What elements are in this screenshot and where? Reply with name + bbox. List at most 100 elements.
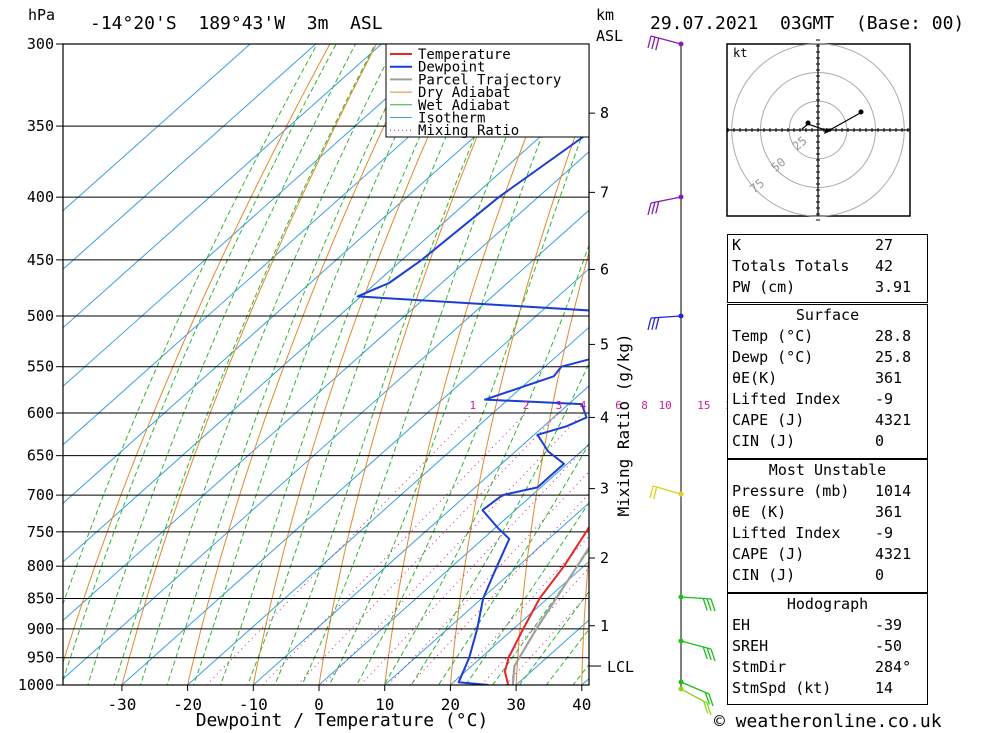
general-index-label: PW (cm) [732, 278, 796, 296]
mixing-ratio-label: 15 [697, 399, 710, 412]
dewpoint-line [356, 131, 589, 685]
isotherm-line [63, 209, 589, 680]
hodograph-point [858, 109, 864, 115]
most-unstable-index-label: CAPE (J) [732, 545, 805, 563]
wet-adiabat-line [63, 44, 337, 683]
surface-index-value: 28.8 [875, 327, 912, 345]
wind-barb-flag [651, 36, 656, 50]
isotherm-line [449, 560, 589, 685]
surface-index-label: CAPE (J) [732, 411, 805, 429]
wet-adiabat-line [410, 362, 589, 685]
km-unit: km [596, 6, 614, 24]
wind-barb-flag [702, 646, 708, 660]
wet-adiabat-line [63, 44, 318, 606]
wind-barb-flag [702, 598, 708, 611]
most-unstable-index-label: CIN (J) [732, 566, 796, 584]
mixing-ratio-line [262, 412, 527, 685]
hodograph-index-value: 284° [875, 658, 912, 676]
parcel-trajectory-line [511, 545, 589, 685]
x-axis-label: Dewpoint / Temperature (°C) [196, 710, 489, 731]
wind-barb-flag [655, 201, 660, 214]
dry-adiabat-line [252, 44, 471, 685]
most-unstable-index-value: -9 [875, 524, 894, 542]
surface-index-label: Dewp (°C) [732, 348, 814, 366]
most-unstable-index-row: CIN (J) 0 [728, 565, 927, 586]
surface-index-label: Temp (°C) [732, 327, 814, 345]
wind-barb-flag [706, 647, 712, 661]
temp-tick-label: -30 [107, 695, 136, 714]
surface-index-row: Dewp (°C) 25.8 [728, 347, 927, 368]
mixing-ratio-line [322, 412, 584, 685]
dry-adiabat-line [948, 7, 989, 711]
surface-index-value: 25.8 [875, 348, 912, 366]
most-unstable-index-value: 1014 [875, 482, 912, 500]
mixing-ratio-label: 4 [580, 399, 587, 412]
wind-barb-flag [647, 35, 652, 49]
pressure-tick-label: 400 [27, 188, 54, 206]
most-unstable-title: Most Unstable [768, 461, 887, 479]
hpa-unit: hPa [28, 6, 55, 24]
mixing-ratio-line [297, 412, 560, 685]
pressure-tick-label: 700 [27, 486, 54, 504]
temp-tick-label: 40 [572, 695, 591, 714]
pressure-tick-label: 1000 [18, 676, 54, 694]
isotherm-line [318, 443, 589, 685]
footer-credit: © weatheronline.co.uk [714, 711, 942, 732]
general-index-label: Totals Totals [732, 257, 850, 275]
most-unstable-table: Most Unstable Pressure (mb) 1014 θE (K) 361… [728, 460, 927, 586]
surface-index-row: θE(K) 361 [728, 368, 927, 389]
hodograph-index-row: SREH -50 [728, 636, 927, 657]
hodograph-index-label: SREH [732, 637, 769, 655]
hodograph-index-value: -50 [875, 637, 903, 655]
most-unstable-index-row: Pressure (mb) 1014 [728, 481, 927, 502]
dry-adiabat-line [515, 250, 589, 685]
wet-adiabat-line [356, 115, 589, 685]
wet-adiabat-line [193, 44, 440, 685]
wind-barb-flag [653, 486, 658, 500]
hodograph-unit-label: kt [733, 46, 747, 60]
mixing-ratio-line [360, 443, 589, 685]
hodograph-index-value: 14 [875, 679, 894, 697]
legend-entry: Wet Adiabat [418, 98, 511, 114]
pressure-tick-label: 550 [27, 358, 54, 376]
wind-barb-staff [680, 640, 712, 650]
storm-motion-marker [824, 128, 833, 134]
surface-index-row: CAPE (J) 4321 [728, 410, 927, 431]
legend-entry: Dry Adiabat [418, 85, 511, 101]
general-index-value: 3.91 [875, 278, 912, 296]
datetime-title: 29.07.2021 03GMT (Base: 00) [650, 13, 964, 34]
pressure-tick-label: 300 [27, 35, 54, 53]
hodograph-index-row: EH -39 [728, 615, 927, 636]
wet-adiabat-line [301, 44, 546, 685]
surface-table: Surface Temp (°C) 28.8 Dewp (°C) 25.8 θE(K) 3… [728, 305, 927, 452]
pressure-tick-label: 350 [27, 117, 54, 135]
temp-tick-label: -10 [239, 695, 268, 714]
wind-barb-flag [649, 485, 654, 499]
wind-barb-flag [703, 700, 709, 714]
hodograph-index-row: StmSpd (kt) 14 [728, 678, 927, 699]
lcl-label: LCL [607, 658, 634, 676]
most-unstable-index-value: 361 [875, 503, 903, 521]
wind-barb-flag [655, 37, 660, 51]
isotherm-line [63, 44, 317, 270]
temperature-line [503, 525, 589, 685]
legend-entry: Dewpoint [418, 60, 485, 76]
most-unstable-index-row: Lifted Index -9 [728, 523, 927, 544]
wind-barb-staff [680, 681, 710, 695]
location-title: -14°20'S 189°43'W 3m ASL [90, 13, 383, 34]
wet-adiabat-line [166, 44, 418, 685]
wind-barb-staff [680, 596, 712, 600]
hodograph-index-label: StmSpd (kt) [732, 679, 832, 697]
hodograph-index-label: EH [732, 616, 751, 634]
most-unstable-index-row: θE (K) 361 [728, 502, 927, 523]
wet-adiabat-line [220, 44, 463, 685]
general-index-row: Totals Totals 42 [728, 256, 927, 277]
general-index-row: PW (cm) 3.91 [728, 277, 927, 298]
wind-barb-staff [650, 196, 682, 204]
isotherm-line [186, 326, 589, 685]
km-tick-label: 5 [600, 335, 609, 353]
surface-index-value: -9 [875, 390, 894, 408]
pressure-tick-label: 650 [27, 447, 54, 465]
surface-index-row: CIN (J) 0 [728, 431, 927, 452]
wind-barb-flag [706, 598, 712, 611]
